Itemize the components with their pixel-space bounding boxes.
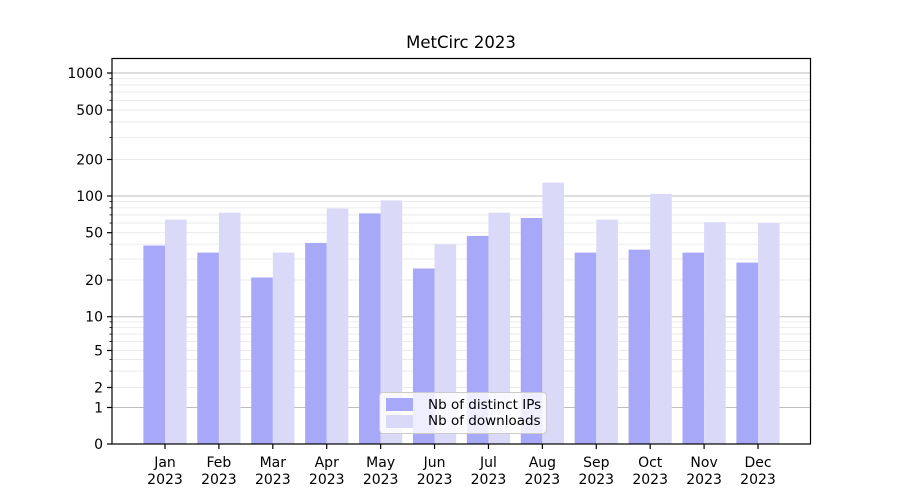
x-tick-label-apr: Apr 2023: [309, 455, 345, 488]
x-tick-label-aug: Aug 2023: [525, 455, 561, 488]
x-tick-label-may: May 2023: [363, 455, 399, 488]
bar-may-downloads: [380, 200, 403, 444]
y-tick-label-5: 5: [94, 343, 103, 359]
bar-oct-ips: [628, 249, 651, 444]
x-tick-label-sep: Sep 2023: [578, 455, 614, 488]
bar-aug-downloads: [542, 182, 564, 445]
bar-dec-ips: [736, 262, 758, 444]
bar-mar-ips: [251, 277, 273, 444]
x-tick-label-dec: Dec 2023: [740, 455, 776, 488]
bar-aug-ips: [520, 218, 543, 444]
y-tick-label-1000: 1000: [67, 66, 103, 82]
bar-may-ips: [359, 213, 381, 444]
legend-swatch-distinct-ips: [386, 398, 413, 412]
x-tick-label-jan: Jan 2023: [147, 455, 183, 488]
legend-swatch-downloads: [386, 414, 413, 428]
legend-item-downloads: Nb of downloads: [386, 413, 541, 430]
bars: [143, 182, 780, 445]
y-tick-label-50: 50: [85, 226, 103, 242]
bar-apr-downloads: [326, 208, 349, 444]
y-tick-label-0: 0: [94, 437, 103, 453]
y-tick-label-200: 200: [76, 152, 103, 168]
bar-jul-ips: [466, 235, 489, 444]
x-tick-label-feb: Feb 2023: [201, 455, 237, 488]
x-tick-label-oct: Oct 2023: [632, 455, 668, 488]
y-tick-label-2: 2: [94, 380, 103, 396]
x-axis: Jan 2023 Feb 2023 Mar 2023 Apr 2023 May 2023 Jun 20…: [147, 444, 776, 488]
y-tick-label-500: 500: [76, 103, 103, 119]
bar-mar-downloads: [272, 252, 295, 444]
x-tick-label-jul: Jul 2023: [471, 455, 507, 488]
bar-feb-downloads: [218, 212, 241, 444]
bar-sep-downloads: [596, 219, 618, 444]
plot-border: [111, 57, 812, 445]
bar-jul-downloads: [488, 212, 511, 444]
x-tick-label-nov: Nov 2023: [686, 455, 722, 488]
bar-nov-downloads: [704, 222, 726, 444]
legend-label-downloads: Nb of downloads: [428, 413, 541, 430]
bar-oct-downloads: [650, 193, 672, 444]
y-tick-label-1: 1: [94, 400, 103, 416]
legend-label-distinct-ips: Nb of distinct IPs: [428, 396, 542, 413]
bar-dec-downloads: [757, 223, 780, 444]
x-tick-label-jun: Jun 2023: [417, 455, 453, 488]
bar-jan-ips: [143, 245, 165, 444]
bar-feb-ips: [197, 252, 219, 444]
y-tick-label-10: 10: [85, 310, 103, 326]
x-tick-label-mar: Mar 2023: [255, 455, 291, 488]
bar-apr-ips: [305, 242, 327, 444]
y-tick-label-100: 100: [76, 189, 103, 205]
chart-title: MetCirc 2023: [406, 33, 516, 52]
legend: Nb of distinct IPs Nb of downloads: [379, 392, 547, 434]
bar-nov-ips: [682, 252, 705, 444]
bar-jan-downloads: [165, 219, 187, 444]
y-tick-label-20: 20: [85, 273, 103, 289]
bar-sep-ips: [574, 252, 597, 444]
legend-item-distinct-ips: Nb of distinct IPs: [386, 396, 542, 413]
